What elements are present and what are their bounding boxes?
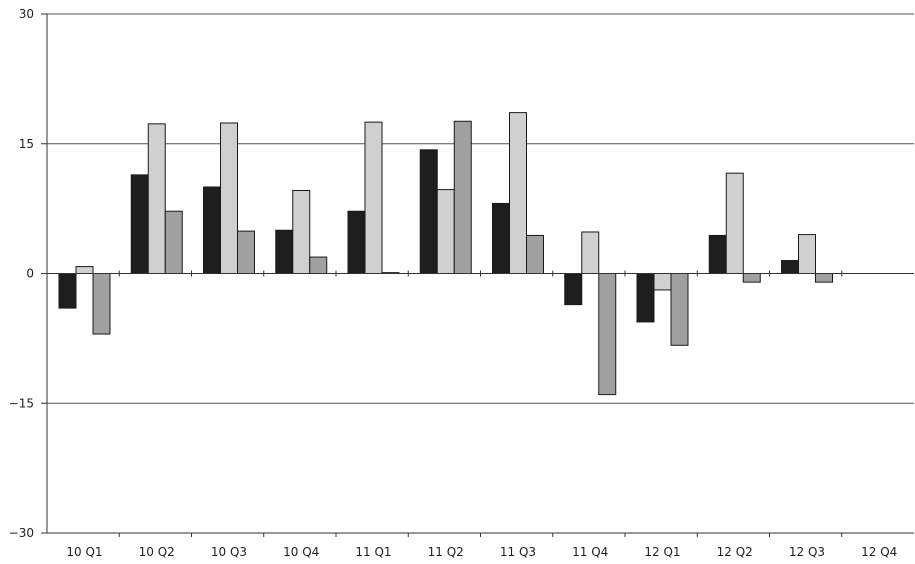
bar — [581, 231, 600, 274]
bar — [309, 256, 328, 275]
bar — [798, 234, 816, 274]
bar — [347, 210, 366, 274]
x-tick-label: 11 Q1 — [355, 545, 391, 559]
bar — [275, 229, 294, 274]
y-tick-label: 0 — [26, 267, 34, 281]
bar — [742, 273, 761, 283]
bar — [492, 202, 510, 274]
bar — [636, 273, 655, 323]
bar — [526, 234, 544, 275]
bar — [164, 210, 183, 274]
bar — [292, 189, 311, 275]
bar — [419, 149, 438, 274]
bar — [453, 120, 472, 275]
bar — [725, 172, 744, 274]
bar — [147, 123, 166, 275]
x-tick-label: 11 Q4 — [572, 545, 608, 559]
y-axis-ticks: 30 15 0 −15 −30 — [9, 7, 34, 540]
bar — [75, 266, 94, 274]
bar — [203, 186, 221, 274]
x-axis-labels: 10 Q1 10 Q2 10 Q3 10 Q4 11 Q1 11 Q2 11 Q3 11 Q4… — [66, 545, 897, 559]
bar — [509, 112, 527, 274]
bar — [708, 234, 727, 275]
x-tick-label: 10 Q3 — [211, 545, 247, 559]
bar — [130, 174, 149, 274]
y-tick-label: −30 — [9, 526, 34, 540]
bars — [58, 112, 833, 396]
y-tick-label: 15 — [19, 137, 34, 151]
x-tick-label: 11 Q2 — [428, 545, 464, 559]
bar — [564, 273, 583, 306]
bar — [237, 230, 255, 275]
bar — [598, 273, 617, 396]
bar — [92, 273, 111, 335]
axes — [41, 13, 914, 537]
x-tick-label: 12 Q3 — [789, 545, 825, 559]
bar — [364, 121, 383, 274]
x-tick-label: 12 Q2 — [717, 545, 753, 559]
x-tick-label: 12 Q1 — [644, 545, 680, 559]
x-tick-label: 11 Q3 — [500, 545, 536, 559]
x-tick-label: 10 Q4 — [283, 545, 319, 559]
bar — [436, 189, 455, 274]
y-tick-label: −15 — [9, 396, 34, 410]
x-tick-label: 10 Q2 — [139, 545, 175, 559]
y-tick-label: 30 — [19, 7, 34, 21]
bar — [815, 273, 833, 283]
bar — [670, 273, 689, 346]
x-tick-label: 10 Q1 — [66, 545, 102, 559]
bar — [58, 273, 77, 309]
bar — [220, 122, 238, 274]
bar — [781, 260, 799, 274]
x-tick-label: 12 Q4 — [861, 545, 897, 559]
bar — [653, 273, 672, 291]
